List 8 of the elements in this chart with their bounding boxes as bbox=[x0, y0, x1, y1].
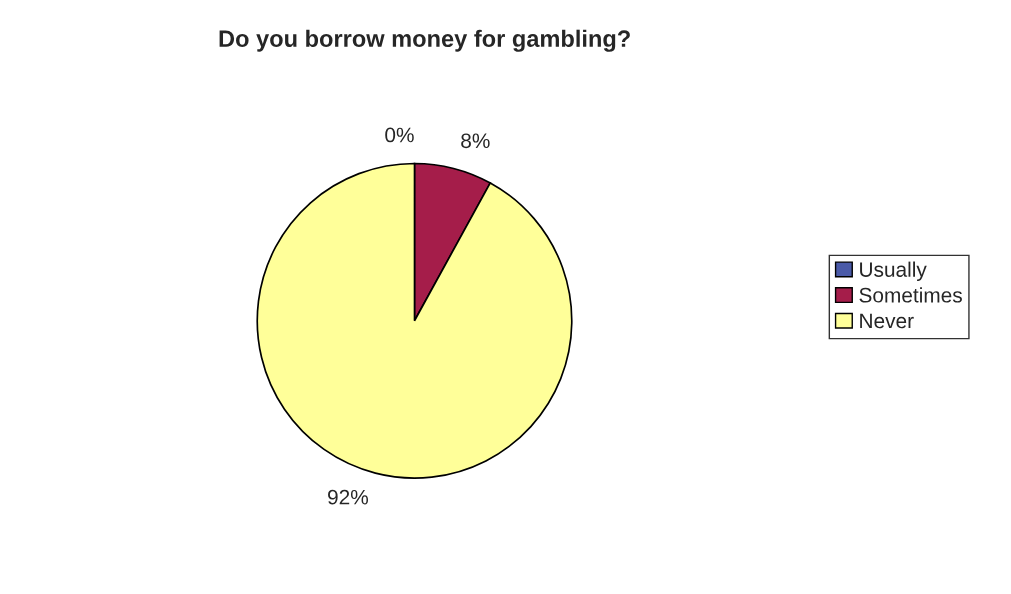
legend-label: Never bbox=[860, 313, 914, 329]
legend-label: Sometimes bbox=[859, 287, 962, 303]
legend-label: Usually bbox=[860, 261, 927, 282]
data-label: 8% bbox=[461, 133, 490, 149]
chart-title: Do you borrow money for gambling? bbox=[219, 29, 630, 52]
text: 0% bbox=[385, 127, 414, 143]
pie-slice bbox=[256, 162, 573, 479]
data-label: 92% bbox=[328, 489, 369, 505]
